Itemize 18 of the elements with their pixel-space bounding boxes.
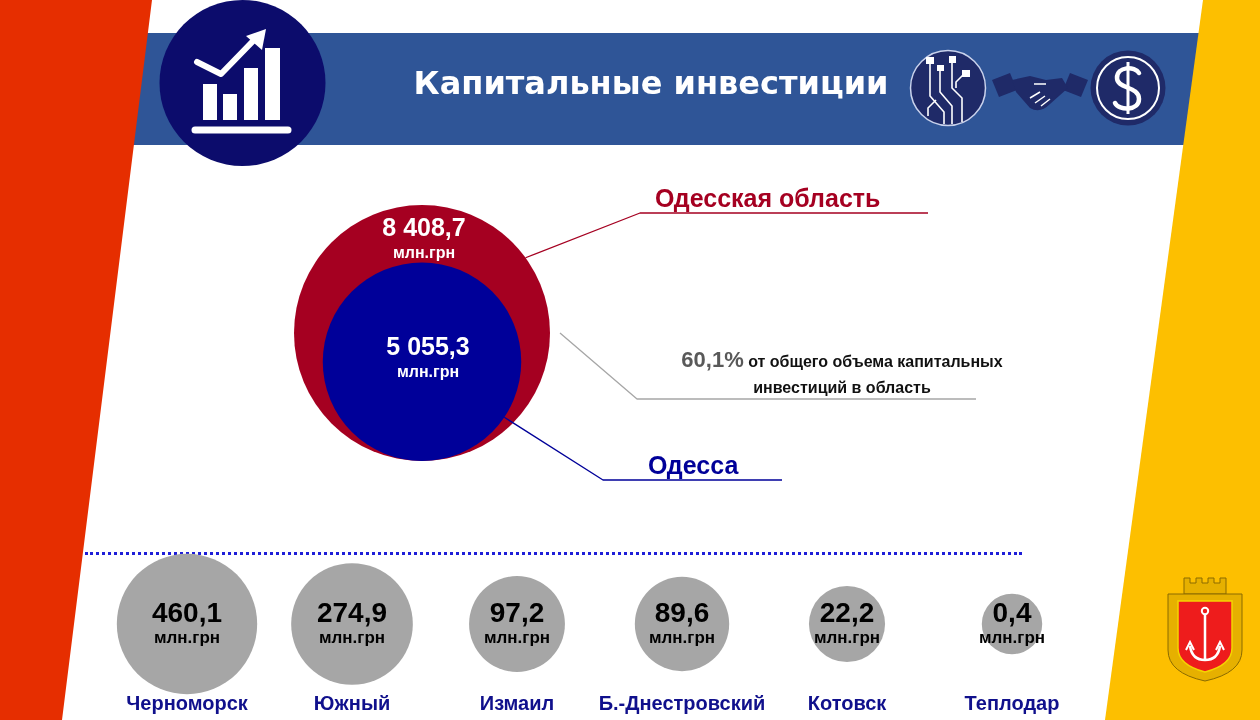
data-label: 274,9 млн.грн [316,596,388,647]
text: 60,1% от общего объема капитальных инвестиций в область [681,347,1003,396]
data-label: 0,4 млн.грн [978,596,1046,647]
category-label: Черноморск [126,691,249,714]
data-label: 97,2 млн.грн [483,596,551,647]
data-label: 22,2 млн.грн [813,596,881,647]
text: Капитальные инвестиции [413,64,889,103]
category-label: Б.-Днестровский [598,691,766,714]
category-label: Одесская область [655,184,881,212]
category-label: Южный [313,691,391,714]
data-label: 5 055,3 млн.грн [386,331,470,381]
category-label: Теплодар [964,691,1060,714]
data-label: 89,6 млн.грн [648,596,716,647]
data-label: 8 408,7 млн.грн [382,212,466,262]
data-label: 460,1 млн.грн [151,596,223,647]
category-label: Котовск [807,691,888,714]
category-label: Одесса [648,451,740,479]
category-label: Измаил [479,691,555,714]
